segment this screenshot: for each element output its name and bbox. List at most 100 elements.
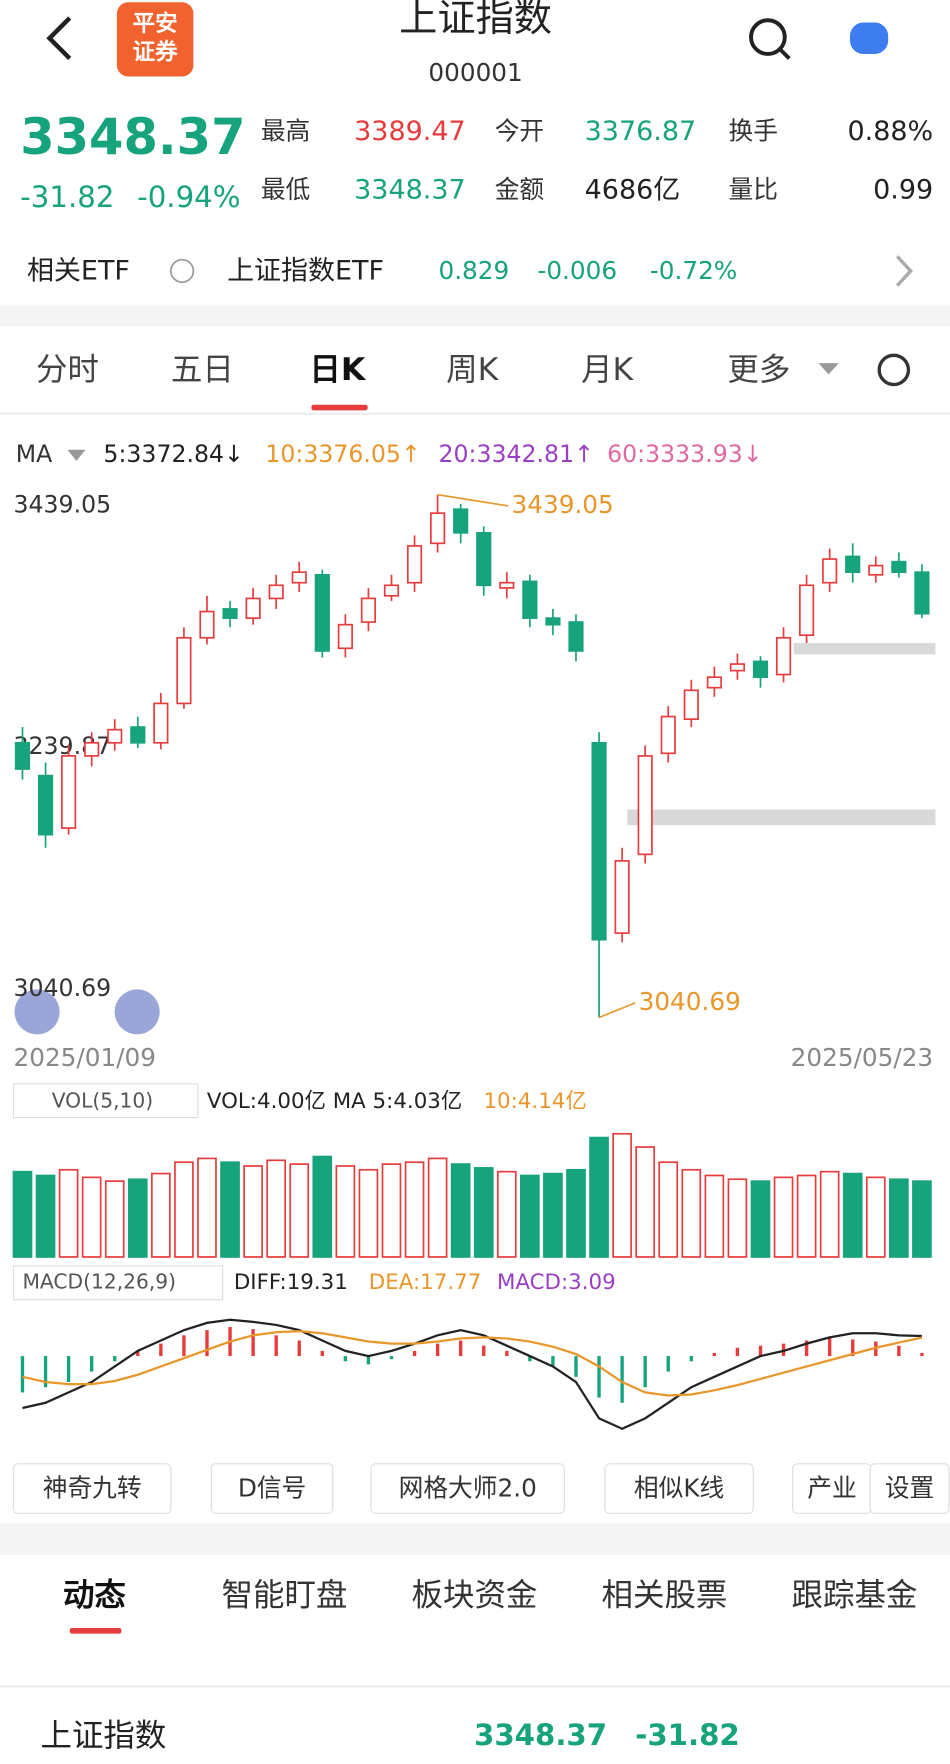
ma-label: MA	[16, 440, 53, 468]
candle-body	[337, 623, 353, 650]
fullscreen-button[interactable]	[114, 989, 160, 1035]
candle-body	[453, 508, 469, 534]
chart-tab[interactable]: 更多	[727, 352, 790, 388]
volume-bar	[589, 1136, 609, 1258]
volume-bar	[727, 1178, 748, 1258]
page-title: 上证指数	[399, 0, 552, 41]
macd-value: MACD:3.09	[497, 1270, 616, 1295]
settings-icon[interactable]	[877, 353, 911, 387]
volume-bar	[358, 1168, 379, 1258]
tool-button[interactable]	[370, 1463, 565, 1514]
section-tab[interactable]: 板块资金	[412, 1578, 538, 1614]
tool-button[interactable]	[12, 1463, 172, 1514]
candle-body	[222, 608, 238, 619]
section-tab[interactable]: 跟踪基金	[792, 1578, 918, 1614]
volume-bar	[773, 1176, 794, 1258]
chart-tab[interactable]: 周K	[446, 352, 499, 388]
volume-bar	[912, 1180, 932, 1258]
search-icon[interactable]	[749, 18, 787, 56]
tool-button[interactable]	[210, 1463, 334, 1514]
back-icon[interactable]	[46, 16, 72, 61]
volume-bar	[12, 1170, 33, 1258]
tool-button[interactable]	[869, 1463, 950, 1514]
candle-body	[868, 564, 884, 576]
volume-bar	[681, 1168, 702, 1258]
tool-label[interactable]: 神奇九转	[43, 1474, 142, 1503]
volume-bar	[496, 1170, 517, 1258]
candle-body	[291, 571, 307, 584]
chart-tab[interactable]: 分时	[36, 352, 99, 388]
etf-change-pct: -0.72%	[650, 256, 737, 285]
candle-body	[14, 741, 31, 770]
candle-body	[799, 584, 815, 637]
volume-bar	[658, 1161, 679, 1258]
tool-label[interactable]: 产业	[807, 1474, 856, 1503]
candle-body	[522, 580, 538, 619]
candle-body	[591, 741, 607, 941]
diff-line	[22, 1318, 922, 1430]
field-label: 最高	[261, 117, 310, 146]
robot-icon[interactable]	[849, 22, 889, 54]
candle-body	[430, 512, 446, 545]
vol-value: VOL:4.00亿 MA 5:4.03亿	[207, 1089, 462, 1114]
candle-body	[360, 597, 377, 623]
section-tab[interactable]: 动态	[63, 1578, 126, 1614]
candle-body	[499, 581, 515, 589]
search-icon-handle	[778, 48, 791, 60]
volume-bar	[796, 1174, 817, 1258]
y-tick-label: 3040.69	[13, 974, 111, 1002]
volume-bar	[635, 1146, 656, 1258]
volume-bar	[427, 1157, 448, 1258]
annotation-line	[437, 493, 509, 507]
field-value: 3376.87	[585, 116, 697, 147]
vol-label[interactable]: VOL(5,10)	[52, 1088, 153, 1112]
max-annotation: 3439.05	[512, 490, 614, 519]
chevron[interactable]	[895, 255, 913, 287]
volume-bar	[750, 1180, 771, 1258]
tab-underline	[311, 404, 368, 411]
list-price: 3348.37	[474, 1718, 607, 1752]
logo-text: 证券	[133, 38, 178, 65]
info-icon[interactable]	[170, 258, 195, 284]
candle-body	[637, 755, 653, 856]
start-date: 2025/01/09	[13, 1043, 155, 1072]
volume-bar	[819, 1170, 840, 1258]
candle-body	[614, 860, 630, 934]
chart-tab[interactable]: 月K	[581, 352, 634, 388]
volume-bar	[197, 1157, 217, 1258]
volume-bar	[35, 1174, 56, 1258]
macd-label[interactable]: MACD(12,26,9)	[22, 1269, 176, 1293]
tool-label[interactable]: 相似K线	[634, 1474, 724, 1503]
tool-label[interactable]: 网格大师2.0	[399, 1474, 537, 1503]
separator	[0, 305, 950, 327]
candle-body	[752, 660, 769, 679]
volume-bar	[450, 1163, 471, 1258]
field-value: 0.88%	[847, 116, 933, 147]
macd-selector[interactable]	[12, 1265, 224, 1301]
section-tab[interactable]: 智能盯盘	[222, 1578, 348, 1614]
tool-button[interactable]	[604, 1463, 754, 1514]
annotation-line	[598, 1002, 636, 1019]
candle-body	[545, 617, 561, 626]
candle-body	[568, 621, 584, 652]
chart-tab[interactable]: 日K	[309, 352, 366, 388]
field-label: 今开	[495, 117, 544, 146]
end-date: 2025/05/23	[791, 1043, 933, 1072]
ma-dropdown[interactable]	[67, 449, 86, 461]
volume-bar	[289, 1163, 310, 1258]
section-tab[interactable]: 相关股票	[602, 1578, 728, 1614]
tool-label[interactable]: D信号	[238, 1474, 306, 1503]
vol-selector[interactable]	[12, 1083, 199, 1119]
dea-line	[22, 1330, 923, 1397]
chart-tab[interactable]: 五日	[171, 352, 234, 388]
field-label: 换手	[729, 117, 778, 146]
candle-body	[406, 545, 423, 584]
volume-bar	[566, 1168, 586, 1258]
tool-label[interactable]: 设置	[885, 1474, 934, 1503]
candle-body	[314, 573, 330, 652]
dropdown-icon[interactable]	[818, 363, 839, 375]
candle-body	[729, 663, 746, 672]
candle-body	[245, 597, 261, 619]
expand-button[interactable]	[14, 989, 60, 1035]
